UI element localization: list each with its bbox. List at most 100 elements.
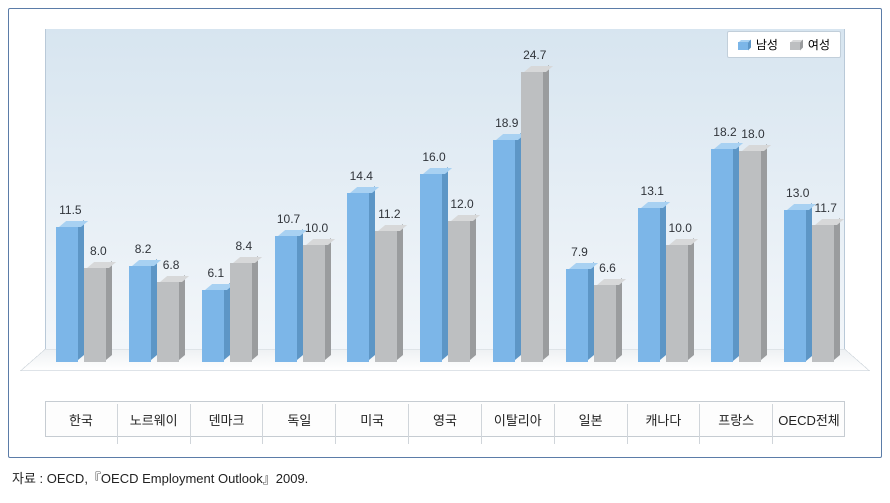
bar-female: 6.6 (594, 285, 616, 362)
bar-face-front (638, 208, 660, 362)
xaxis-tick-label: 일본 (555, 404, 628, 444)
xaxis-tick-label: 캐나다 (628, 404, 701, 444)
bar-face-front (594, 285, 616, 362)
bar-female: 10.0 (666, 245, 688, 362)
bar-face-front (375, 231, 397, 362)
bar-female: 6.8 (157, 282, 179, 362)
bar-face-top (641, 202, 670, 208)
bar-face-side (761, 144, 767, 360)
bar-face-top (59, 221, 88, 227)
bar-face-front (666, 245, 688, 362)
bar-value-label: 14.4 (341, 169, 381, 183)
bar-value-label: 10.0 (297, 221, 337, 235)
bar-face-front (493, 140, 515, 362)
bar-face-side (543, 65, 549, 360)
bar-face-side (616, 278, 622, 360)
bar-face-front (812, 225, 834, 362)
legend-item-male: 남성 (738, 36, 778, 53)
category-group: 13.011.7 (772, 29, 845, 362)
bar-face-front (566, 269, 588, 362)
bar-face-front (739, 151, 761, 362)
bar-male: 7.9 (566, 269, 588, 362)
category-group: 13.1 10.0 (627, 29, 700, 362)
bar-face-front (275, 236, 297, 362)
legend-label-female: 여성 (808, 36, 830, 53)
bar-value-label: 6.8 (151, 258, 191, 272)
category-group: 14.411.2 (336, 29, 409, 362)
xaxis-tick-label: 독일 (263, 404, 336, 444)
category-group: 18.9 24.7 (481, 29, 554, 362)
bar-face-side (252, 256, 258, 360)
legend-swatch-male-icon (738, 40, 752, 50)
category-group: 7.96.6 (554, 29, 627, 362)
legend-swatch-female-icon (790, 40, 804, 50)
xaxis-tick-label: 영국 (409, 404, 482, 444)
bar-face-top (350, 187, 379, 193)
category-group: 8.2 6.8 (118, 29, 191, 362)
xaxis-tick-label: 이탈리아 (482, 404, 555, 444)
chart-legend: 남성 여성 (727, 31, 841, 58)
bar-male: 13.0 (784, 210, 806, 363)
bar-face-front (157, 282, 179, 362)
bar-face-side (325, 238, 331, 360)
bar-face-front (56, 227, 78, 362)
bar-face-front (420, 174, 442, 362)
bar-female: 12.0 (448, 221, 470, 362)
bar-face-side (688, 238, 694, 360)
bar-value-label: 13.0 (778, 186, 818, 200)
bar-male: 18.2 (711, 149, 733, 363)
category-group: 16.0 12.0 (409, 29, 482, 362)
bar-male: 14.4 (347, 193, 369, 362)
xaxis-tick-label: 미국 (336, 404, 409, 444)
xaxis-labels: 한국노르웨이덴마크독일미국영국이탈리아일본캐나다프랑스OECD전체 (45, 404, 845, 444)
bar-female: 24.7 (521, 72, 543, 362)
bar-face-side (834, 218, 840, 360)
bar-male: 18.9 (493, 140, 515, 362)
bar-value-label: 11.7 (806, 201, 846, 215)
bar-value-label: 7.9 (560, 245, 600, 259)
category-group: 10.710.0 (263, 29, 336, 362)
bar-female: 10.0 (303, 245, 325, 362)
bar-value-label: 18.0 (733, 127, 773, 141)
bar-female: 11.7 (812, 225, 834, 362)
xaxis-tick-label: 노르웨이 (118, 404, 191, 444)
bar-face-front (448, 221, 470, 362)
legend-label-male: 남성 (756, 36, 778, 53)
bar-face-front (303, 245, 325, 362)
bar-face-front (84, 268, 106, 362)
bars-container: 11.58.08.26.86.18.410.710.014.411.216.01… (45, 29, 845, 362)
bar-female: 18.0 (739, 151, 761, 362)
legend-item-female: 여성 (790, 36, 830, 53)
bar-face-front (347, 193, 369, 362)
bar-female: 11.2 (375, 231, 397, 362)
source-citation: 자료 : OECD,『OECD Employment Outlook』2009. (8, 468, 882, 487)
bar-value-label: 11.5 (50, 203, 90, 217)
category-group: 6.1 8.4 (190, 29, 263, 362)
bar-face-front (784, 210, 806, 363)
bar-value-label: 11.2 (369, 207, 409, 221)
bar-face-top (669, 239, 698, 245)
bar-value-label: 8.0 (78, 244, 118, 258)
xaxis-tick-label: OECD전체 (773, 404, 845, 444)
bar-male: 10.7 (275, 236, 297, 362)
bar-face-side (106, 261, 112, 360)
bar-value-label: 6.6 (588, 261, 628, 275)
xaxis-tick-label: 한국 (45, 404, 118, 444)
bar-value-label: 13.1 (632, 184, 672, 198)
category-group: 11.58.0 (45, 29, 118, 362)
category-group: 18.218.0 (700, 29, 773, 362)
bar-female: 8.0 (84, 268, 106, 362)
bar-face-top (378, 225, 407, 231)
bar-value-label: 8.2 (123, 242, 163, 256)
bar-female: 8.4 (230, 263, 252, 362)
bar-male: 11.5 (56, 227, 78, 362)
bar-face-front (230, 263, 252, 362)
bar-face-side (179, 275, 185, 360)
bar-male: 13.1 (638, 208, 660, 362)
bar-male: 6.1 (202, 290, 224, 362)
chart-frame: 남성 여성 11.58.08.26.86.18.410.710.014.411.… (8, 8, 882, 458)
bar-face-front (129, 266, 151, 362)
bar-male: 16.0 (420, 174, 442, 362)
bar-value-label: 8.4 (224, 239, 264, 253)
xaxis-tick-label: 덴마크 (191, 404, 264, 444)
